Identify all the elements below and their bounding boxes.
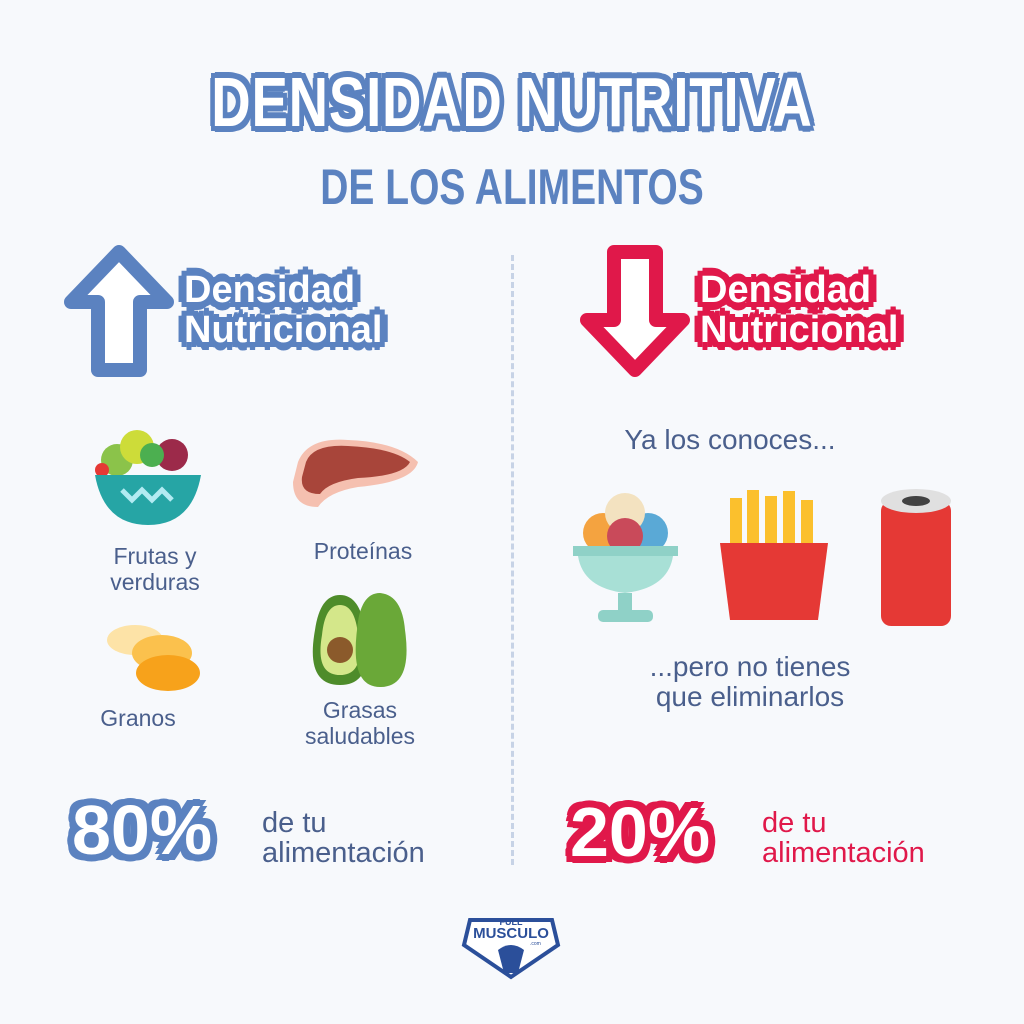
logo-line2: MUSCULO [473,925,549,942]
beans-icon [107,625,200,691]
title-line2: DE LOS ALIMENTOS [320,159,704,215]
logo-shield-icon [461,918,561,980]
text-line1: de tu [262,807,327,839]
label-line1: Granos [100,705,176,731]
arrow-down-icon [580,245,690,377]
label-line1: Proteínas [313,538,413,564]
outro-line2: que eliminarlos [655,681,845,712]
food-label-grains: Granos [78,705,198,731]
salad-bowl-icon [95,430,201,525]
fries-icon [720,490,828,620]
text-line1: de tu [762,807,827,839]
title-line1: DENSIDAD NUTRITIVA [211,63,813,141]
food-label-proteins: Proteínas [288,538,438,564]
food-label-fats: Grasas saludables [285,697,435,749]
label-line1: Frutas y [113,543,197,569]
avocado-icon [312,593,407,687]
intro-text: Ya los conoces... [624,424,836,455]
full-musculo-logo: FULL MUSCULO .com [458,905,564,980]
steak-icon [293,439,418,507]
percent-80-text: de tu alimentación [262,808,425,868]
divider [511,255,514,865]
label-line2: saludables [305,723,415,749]
percent-80: 80% [72,791,213,869]
outro-line1: ...pero no tienes [649,651,851,682]
ice-cream-icon [573,493,678,622]
badge-line1: Densidad [184,269,356,311]
arrow-up-icon [64,245,174,377]
logo-suffix: .com [530,941,541,947]
label-line2: verduras [110,569,200,595]
badge-line2: Nutricional [700,309,899,351]
low-density-badge: Densidad Nutricional [700,270,898,350]
high-density-badge: Densidad Nutricional [184,270,382,350]
percent-20-text: de tu alimentación [762,808,925,868]
outro-text: ...pero no tienes que eliminarlos [620,652,880,712]
label-line1: Grasas [322,697,398,723]
text-line2: alimentación [262,837,425,869]
text-line2: alimentación [762,837,925,869]
percent-20: 20% [570,793,711,871]
logo-line1: FULL [499,917,523,927]
soda-can-icon [881,489,951,626]
food-label-fruits: Frutas y verduras [80,543,230,595]
badge-line2: Nutricional [184,309,383,351]
badge-line1: Densidad [700,269,872,311]
